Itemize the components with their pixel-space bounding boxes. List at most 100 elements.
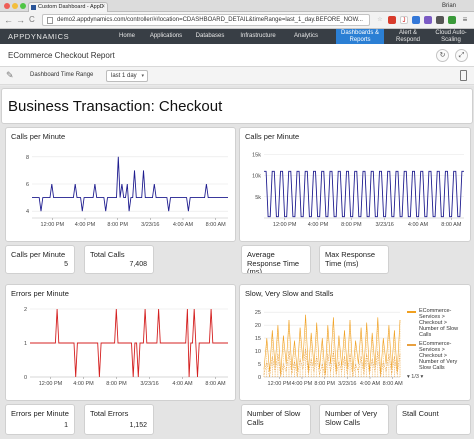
slow-calls-chart-title: Slow, Very Slow and Stalls bbox=[245, 289, 334, 298]
browser-menu-icon[interactable]: ≡ bbox=[462, 15, 468, 24]
refresh-icon[interactable]: ↻ bbox=[436, 49, 449, 62]
x-tick-label: 8:00 AM bbox=[206, 222, 227, 228]
x-tick-label: 8:00 PM bbox=[106, 381, 127, 387]
mobile-view-icon[interactable] bbox=[460, 70, 467, 81]
cpm-metric-value: 5 bbox=[64, 261, 68, 268]
browser-tab-bar: Custom Dashboard - AppD × Brian bbox=[0, 0, 474, 12]
x-tick-label: 12:00 PM bbox=[41, 222, 65, 228]
extension-dark-icon[interactable] bbox=[436, 16, 444, 24]
nav-home[interactable]: Home bbox=[118, 33, 135, 40]
x-tick-label: 8:00 PM bbox=[341, 222, 362, 228]
edit-pencil-icon[interactable]: ✎ bbox=[6, 70, 14, 80]
slow-calls-count-widget[interactable]: Number of Slow Calls bbox=[241, 404, 311, 435]
y-tick-label: 15 bbox=[255, 336, 261, 342]
close-window-icon[interactable] bbox=[4, 3, 10, 9]
x-tick-label: 4:00 AM bbox=[173, 222, 194, 228]
y-tick-label: 10k bbox=[252, 174, 261, 180]
total-calls-label: Total Calls bbox=[90, 250, 125, 259]
max-response-time-widget[interactable]: Max Response Time (ms) bbox=[319, 245, 389, 274]
y-tick-label: 0 bbox=[24, 375, 27, 381]
cpm-metric-widget[interactable]: Calls per Minute 5 bbox=[5, 245, 75, 274]
x-tick-label: 4:00 AM bbox=[172, 381, 193, 387]
stall-count-label: Stall Count bbox=[402, 409, 439, 418]
minimize-window-icon[interactable] bbox=[12, 3, 18, 9]
legend-swatch-slow bbox=[407, 311, 416, 313]
dashboard-title: ECommerce Checkout Report bbox=[8, 51, 115, 60]
x-tick-label: 12:00 PM bbox=[268, 381, 292, 387]
time-range-select[interactable]: last 1 day ▾ bbox=[106, 70, 148, 82]
x-tick-label: 3/23/16 bbox=[141, 222, 159, 228]
tab-close-icon[interactable]: × bbox=[101, 4, 105, 10]
y-tick-label: 10 bbox=[255, 349, 261, 355]
extension-green-icon[interactable] bbox=[448, 16, 456, 24]
legend-item-slow-calls[interactable]: ECommerce-Services > Checkout > Number o… bbox=[407, 308, 467, 338]
y-tick-label: 5k bbox=[255, 195, 261, 201]
epm-line-chart: 0 1 2 12:00 PM 4:00 PM 8:00 PM 3/23/16 4:00 AM 8… bbox=[24, 307, 228, 387]
time-range-value: last 1 day bbox=[111, 73, 137, 79]
epm-chart-title: Errors per Minute bbox=[11, 289, 69, 298]
nav-dashboards-reports[interactable]: Dashboards & Reports bbox=[336, 29, 384, 44]
forward-arrow-icon[interactable]: → bbox=[16, 15, 25, 25]
extension-red-icon[interactable] bbox=[388, 16, 396, 24]
cpm-chart-widget[interactable]: Calls per Minute 4 6 8 12:00 PM 4:00 PM 8:00 … bbox=[5, 127, 236, 242]
y-tick-label: 5 bbox=[258, 362, 261, 368]
cpm-chart-title: Calls per Minute bbox=[11, 132, 66, 141]
nav-infrastructure[interactable]: Infrastructure bbox=[240, 33, 276, 40]
appdynamics-favicon-icon bbox=[31, 5, 36, 10]
nav-databases[interactable]: Databases bbox=[195, 33, 225, 40]
maximize-window-icon[interactable] bbox=[20, 3, 26, 9]
cpm-weekly-chart-widget[interactable]: Calls per Minute 5k 10k 15k 12:00 PM 4:00 PM… bbox=[239, 127, 471, 242]
x-tick-label: 8:00 PM bbox=[107, 222, 128, 228]
nav-applications[interactable]: Applications bbox=[149, 33, 183, 40]
slow-calls-count-label: Number of Slow Calls bbox=[247, 409, 301, 427]
very-slow-calls-count-widget[interactable]: Number of Very Slow Calls bbox=[319, 404, 389, 435]
legend-item-very-slow-calls[interactable]: ECommerce-Services > Checkout > Number o… bbox=[407, 341, 467, 371]
share-icon[interactable]: ⤢ bbox=[455, 49, 468, 62]
back-arrow-icon[interactable]: ← bbox=[4, 15, 13, 25]
slow-calls-chart-widget[interactable]: Slow, Very Slow and Stalls 0 5 10 15 20 25 12:… bbox=[239, 284, 471, 401]
nav-alert-respond[interactable]: Alert & Respond bbox=[395, 30, 421, 43]
extension-purple-icon[interactable] bbox=[424, 16, 432, 24]
x-tick-label: 3/23/16 bbox=[375, 222, 393, 228]
x-tick-label: 12:00 PM bbox=[39, 381, 63, 387]
reload-icon[interactable]: C bbox=[29, 15, 35, 24]
epm-metric-widget[interactable]: Errors per Minute 1 bbox=[5, 404, 75, 435]
legend-pager[interactable]: ▾ 1/3 ▾ bbox=[407, 374, 424, 380]
nav-analytics[interactable]: Analytics bbox=[293, 33, 318, 40]
y-tick-label: 2 bbox=[24, 307, 27, 313]
very-slow-calls-count-label: Number of Very Slow Calls bbox=[325, 409, 378, 427]
browser-tab[interactable]: Custom Dashboard - AppD × bbox=[28, 2, 108, 12]
extension-jq-icon[interactable]: J bbox=[400, 16, 408, 24]
slow-calls-legend: ECommerce-Services > Checkout > Number o… bbox=[407, 308, 467, 380]
y-tick-label: 0 bbox=[258, 375, 261, 381]
stall-count-widget[interactable]: Stall Count bbox=[396, 404, 471, 435]
total-calls-widget[interactable]: Total Calls 7,408 bbox=[84, 245, 154, 274]
y-tick-label: 4 bbox=[26, 209, 29, 215]
series-line bbox=[30, 308, 228, 378]
x-tick-label: 4:00 PM bbox=[75, 222, 96, 228]
cpm-line-chart: 4 6 8 12:00 PM 4:00 PM 8:00 PM 3/23/16 4:00 AM 8… bbox=[26, 155, 228, 228]
legend-label-slow: ECommerce-Services > Checkout > Number o… bbox=[419, 308, 459, 338]
legend-label-very-slow: ECommerce-Services > Checkout > Number o… bbox=[419, 341, 458, 371]
x-tick-label: 3/23/16 bbox=[338, 381, 356, 387]
avg-response-time-widget[interactable]: Average Response Time (ms) bbox=[241, 245, 311, 274]
url-field[interactable]: demo2.appdynamics.com/controller/#/locat… bbox=[42, 14, 370, 26]
appdynamics-logo: APPDYNAMICS bbox=[8, 32, 70, 41]
x-tick-label: 4:00 AM bbox=[360, 381, 381, 387]
series-line bbox=[263, 348, 401, 378]
cpm-metric-label: Calls per Minute bbox=[11, 250, 66, 259]
cpm-weekly-line-chart: 5k 10k 15k 12:00 PM 4:00 PM 8:00 PM 3/23/16 4:0… bbox=[252, 152, 464, 228]
bt-title-widget[interactable]: Business Transaction: Checkout bbox=[1, 88, 473, 124]
epm-chart-widget[interactable]: Errors per Minute 0 1 2 12:00 PM 4:00 PM 8:00… bbox=[5, 284, 236, 401]
y-tick-label: 6 bbox=[26, 182, 29, 188]
address-bar: ← → C demo2.appdynamics.com/controller/#… bbox=[0, 12, 474, 29]
total-errors-widget[interactable]: Total Errors 1,152 bbox=[84, 404, 154, 435]
extension-blue-icon[interactable] bbox=[412, 16, 420, 24]
browser-user-name[interactable]: Brian bbox=[441, 3, 456, 9]
y-tick-label: 15k bbox=[252, 152, 261, 158]
bookmark-star-icon[interactable]: ☆ bbox=[377, 17, 383, 23]
total-calls-value: 7,408 bbox=[129, 261, 147, 268]
chevron-down-icon: ▾ bbox=[141, 73, 144, 79]
avg-response-time-label: Average Response Time (ms) bbox=[247, 250, 300, 274]
nav-cloud-auto-scaling[interactable]: Cloud Auto-Scaling bbox=[435, 30, 467, 43]
